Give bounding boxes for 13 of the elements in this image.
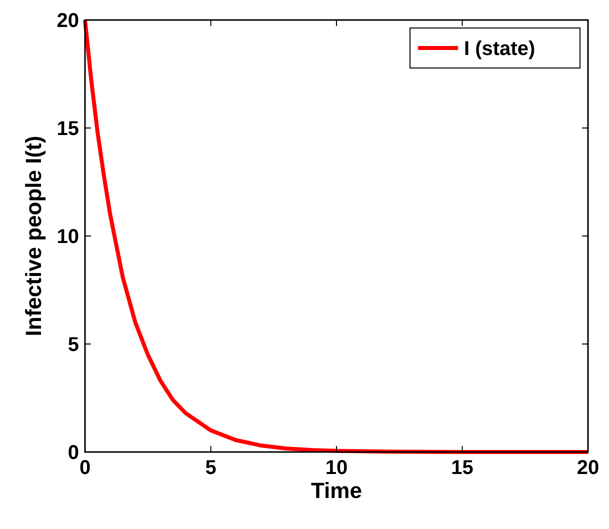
y-tick-label: 10 bbox=[56, 226, 79, 248]
x-axis-title: Time bbox=[311, 478, 362, 503]
x-tick-label: 10 bbox=[325, 457, 348, 479]
x-tick-label: 15 bbox=[451, 457, 474, 479]
y-tick-label: 0 bbox=[68, 442, 79, 464]
y-axis-title: Infective people I(t) bbox=[21, 136, 46, 336]
x-tick-label: 5 bbox=[205, 457, 216, 479]
y-tick-label: 15 bbox=[56, 118, 79, 140]
y-tick-label: 20 bbox=[56, 10, 79, 32]
legend-label: I (state) bbox=[464, 38, 536, 60]
line-series bbox=[83, 18, 590, 454]
y-tick-label: 5 bbox=[68, 334, 79, 356]
x-tick-label: 20 bbox=[576, 457, 600, 479]
